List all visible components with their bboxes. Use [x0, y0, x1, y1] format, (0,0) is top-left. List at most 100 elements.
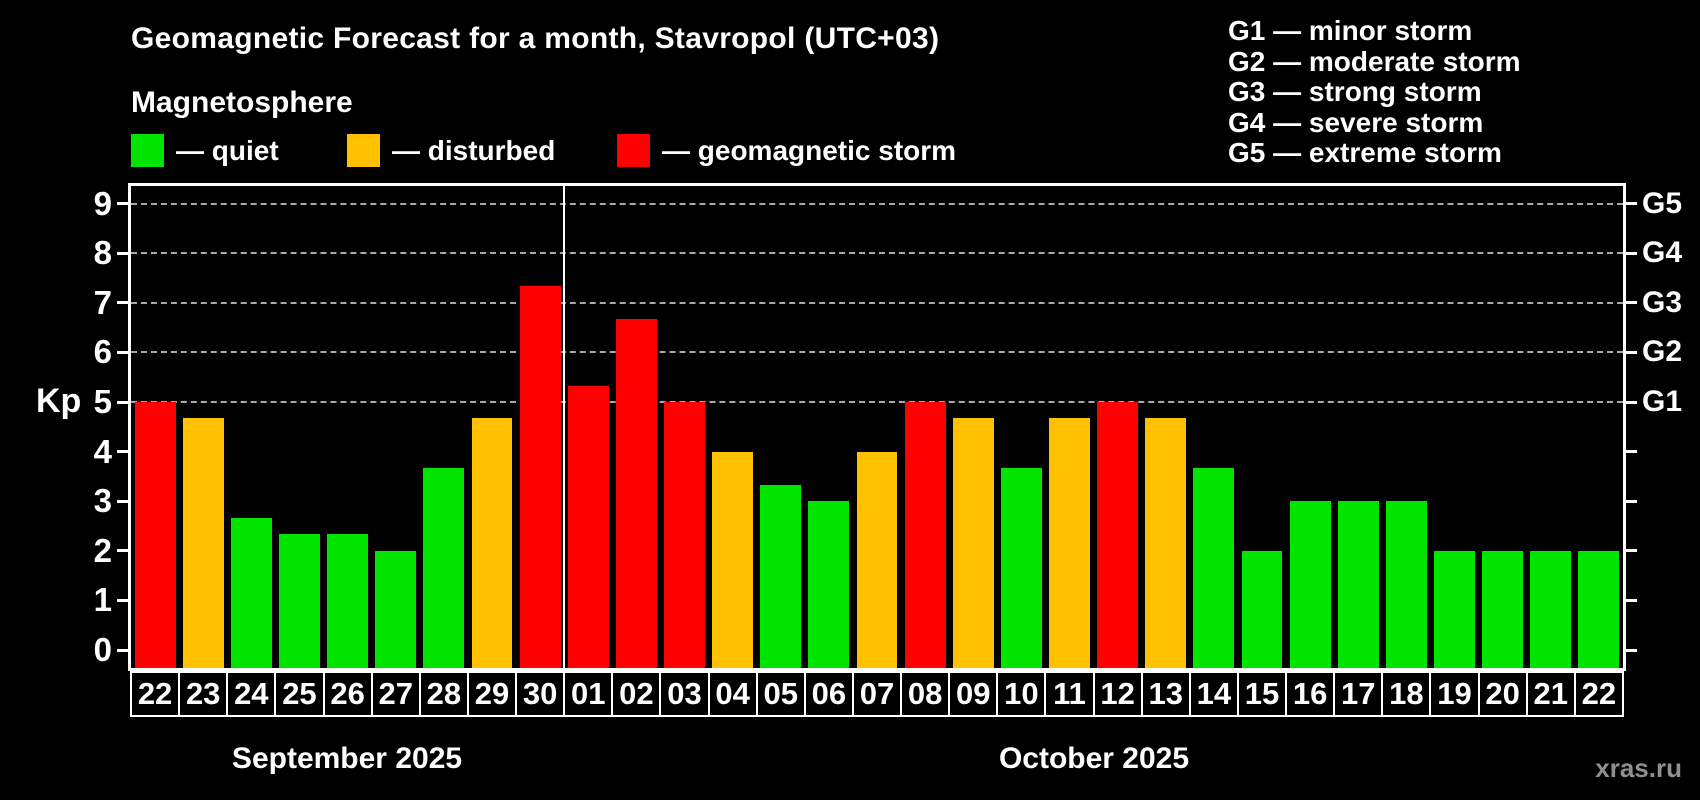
gridline-kp7 [131, 301, 1623, 304]
g-axis-tick-6 [1623, 350, 1637, 354]
kp-bar-15-day-07 [856, 451, 898, 668]
kp-bar-16-day-08 [904, 402, 946, 668]
g-axis-tick-7 [1623, 301, 1637, 305]
gridline-kp6 [131, 351, 1623, 354]
y-axis-tick-label-9: 9 [93, 184, 112, 222]
date-cell-17: 09 [948, 671, 999, 717]
date-cell-16: 08 [900, 671, 951, 717]
kp-bar-5-day-27 [375, 550, 417, 668]
g-axis-tick-8 [1623, 251, 1637, 255]
y-axis-tick-1 [117, 598, 131, 602]
disturbed-swatch-icon [347, 134, 380, 167]
kp-bar-6-day-28 [423, 467, 465, 668]
plot-border-bottom [128, 668, 1626, 671]
kp-bar-4-day-26 [327, 534, 369, 668]
date-cell-3: 25 [274, 671, 325, 717]
date-cell-13: 05 [755, 671, 806, 717]
g-axis-tick-2 [1623, 549, 1637, 553]
storm-swatch-icon [617, 134, 650, 167]
g-axis-label-g5: G5 [1642, 186, 1683, 220]
kp-bar-28-day-20 [1482, 550, 1524, 668]
g-axis-label-g2: G2 [1642, 335, 1683, 369]
date-cell-25: 17 [1333, 671, 1384, 717]
quiet-swatch-icon [131, 134, 164, 167]
month-label-october: October 2025 [998, 742, 1190, 775]
page-title: Geomagnetic Forecast for a month, Stavro… [131, 22, 940, 55]
date-cell-14: 06 [803, 671, 854, 717]
kp-bar-30-day-22 [1578, 550, 1620, 668]
date-cell-27: 19 [1429, 671, 1480, 717]
kp-bar-22-day-14 [1193, 467, 1235, 668]
kp-bar-8-day-30 [519, 286, 561, 668]
g-scale-legend: G1 — minor storm G2 — moderate storm G3 … [1228, 15, 1521, 169]
date-cell-7: 29 [466, 671, 518, 717]
date-cell-18: 10 [996, 671, 1047, 717]
date-cell-8: 30 [515, 671, 566, 717]
g-legend-line-g2: G2 — moderate storm [1228, 45, 1521, 77]
kp-bar-9-day-01 [567, 385, 609, 668]
kp-bar-25-day-17 [1337, 501, 1379, 668]
date-cell-0: 22 [130, 671, 181, 717]
g-axis-label-g3: G3 [1642, 285, 1683, 319]
date-cell-11: 03 [659, 671, 710, 717]
kp-bar-13-day-05 [760, 484, 802, 668]
date-cell-22: 14 [1188, 671, 1239, 717]
date-cell-6: 28 [418, 671, 469, 717]
g-axis-tick-0 [1623, 648, 1637, 652]
month-label-september: September 2025 [231, 742, 463, 775]
legend-label-storm: — geomagnetic storm [662, 135, 957, 166]
date-cell-20: 12 [1092, 671, 1143, 717]
date-cell-4: 26 [322, 671, 373, 717]
date-cell-2: 24 [226, 671, 277, 717]
kp-bar-2-day-24 [230, 517, 272, 668]
g-axis-label-g4: G4 [1642, 236, 1683, 270]
y-axis-tick-label-6: 6 [93, 333, 112, 371]
gridline-kp5 [131, 401, 1623, 403]
y-axis-tick-3 [117, 499, 131, 503]
kp-bar-26-day-18 [1385, 501, 1427, 668]
y-axis-tick-6 [117, 350, 131, 354]
date-cell-9: 01 [563, 671, 614, 717]
date-cell-26: 18 [1381, 671, 1432, 717]
y-axis-tick-label-8: 8 [93, 234, 112, 272]
kp-bar-17-day-09 [952, 418, 994, 668]
date-cell-30: 22 [1573, 671, 1624, 717]
month-separator-line [563, 186, 566, 668]
y-axis-tick-0 [117, 648, 131, 652]
y-axis-tick-8 [117, 251, 131, 255]
watermark: xras.ru [1595, 753, 1682, 783]
kp-bar-3-day-25 [278, 534, 320, 668]
y-axis-tick-label-7: 7 [93, 283, 112, 321]
g-legend-line-g1: G1 — minor storm [1228, 15, 1473, 46]
chart-subtitle: Magnetosphere [131, 86, 353, 119]
legend-label-quiet: — quiet [176, 135, 279, 166]
kp-bar-24-day-16 [1289, 501, 1331, 668]
date-cell-21: 13 [1140, 671, 1191, 717]
kp-bar-11-day-03 [664, 402, 705, 668]
kp-axis-label: Kp [36, 382, 82, 420]
date-cell-19: 11 [1044, 671, 1095, 717]
kp-bar-29-day-21 [1530, 550, 1572, 668]
date-cell-10: 02 [611, 671, 662, 717]
g-axis-tick-9 [1623, 202, 1637, 206]
g-axis-tick-1 [1623, 598, 1637, 602]
y-axis-tick-label-4: 4 [93, 432, 112, 470]
date-cell-29: 21 [1525, 671, 1576, 717]
kp-bar-1-day-23 [182, 418, 224, 668]
gridline-kp9 [131, 202, 1623, 205]
kp-bar-12-day-04 [712, 451, 754, 668]
g-legend-line-g5: G5 — extreme storm [1228, 137, 1502, 168]
y-axis-tick-label-0: 0 [93, 631, 112, 668]
date-cell-28: 20 [1477, 671, 1528, 717]
kp-bar-10-day-02 [615, 319, 657, 668]
kp-bar-20-day-12 [1097, 402, 1139, 668]
y-axis-tick-label-2: 2 [93, 531, 112, 569]
date-cell-12: 04 [707, 671, 758, 717]
y-axis-tick-2 [117, 549, 131, 553]
y-axis-tick-label-3: 3 [93, 482, 112, 520]
kp-bar-19-day-11 [1049, 418, 1090, 668]
y-axis-tick-5 [117, 400, 131, 404]
y-axis-tick-9 [117, 202, 131, 206]
kp-bar-21-day-13 [1145, 418, 1187, 668]
